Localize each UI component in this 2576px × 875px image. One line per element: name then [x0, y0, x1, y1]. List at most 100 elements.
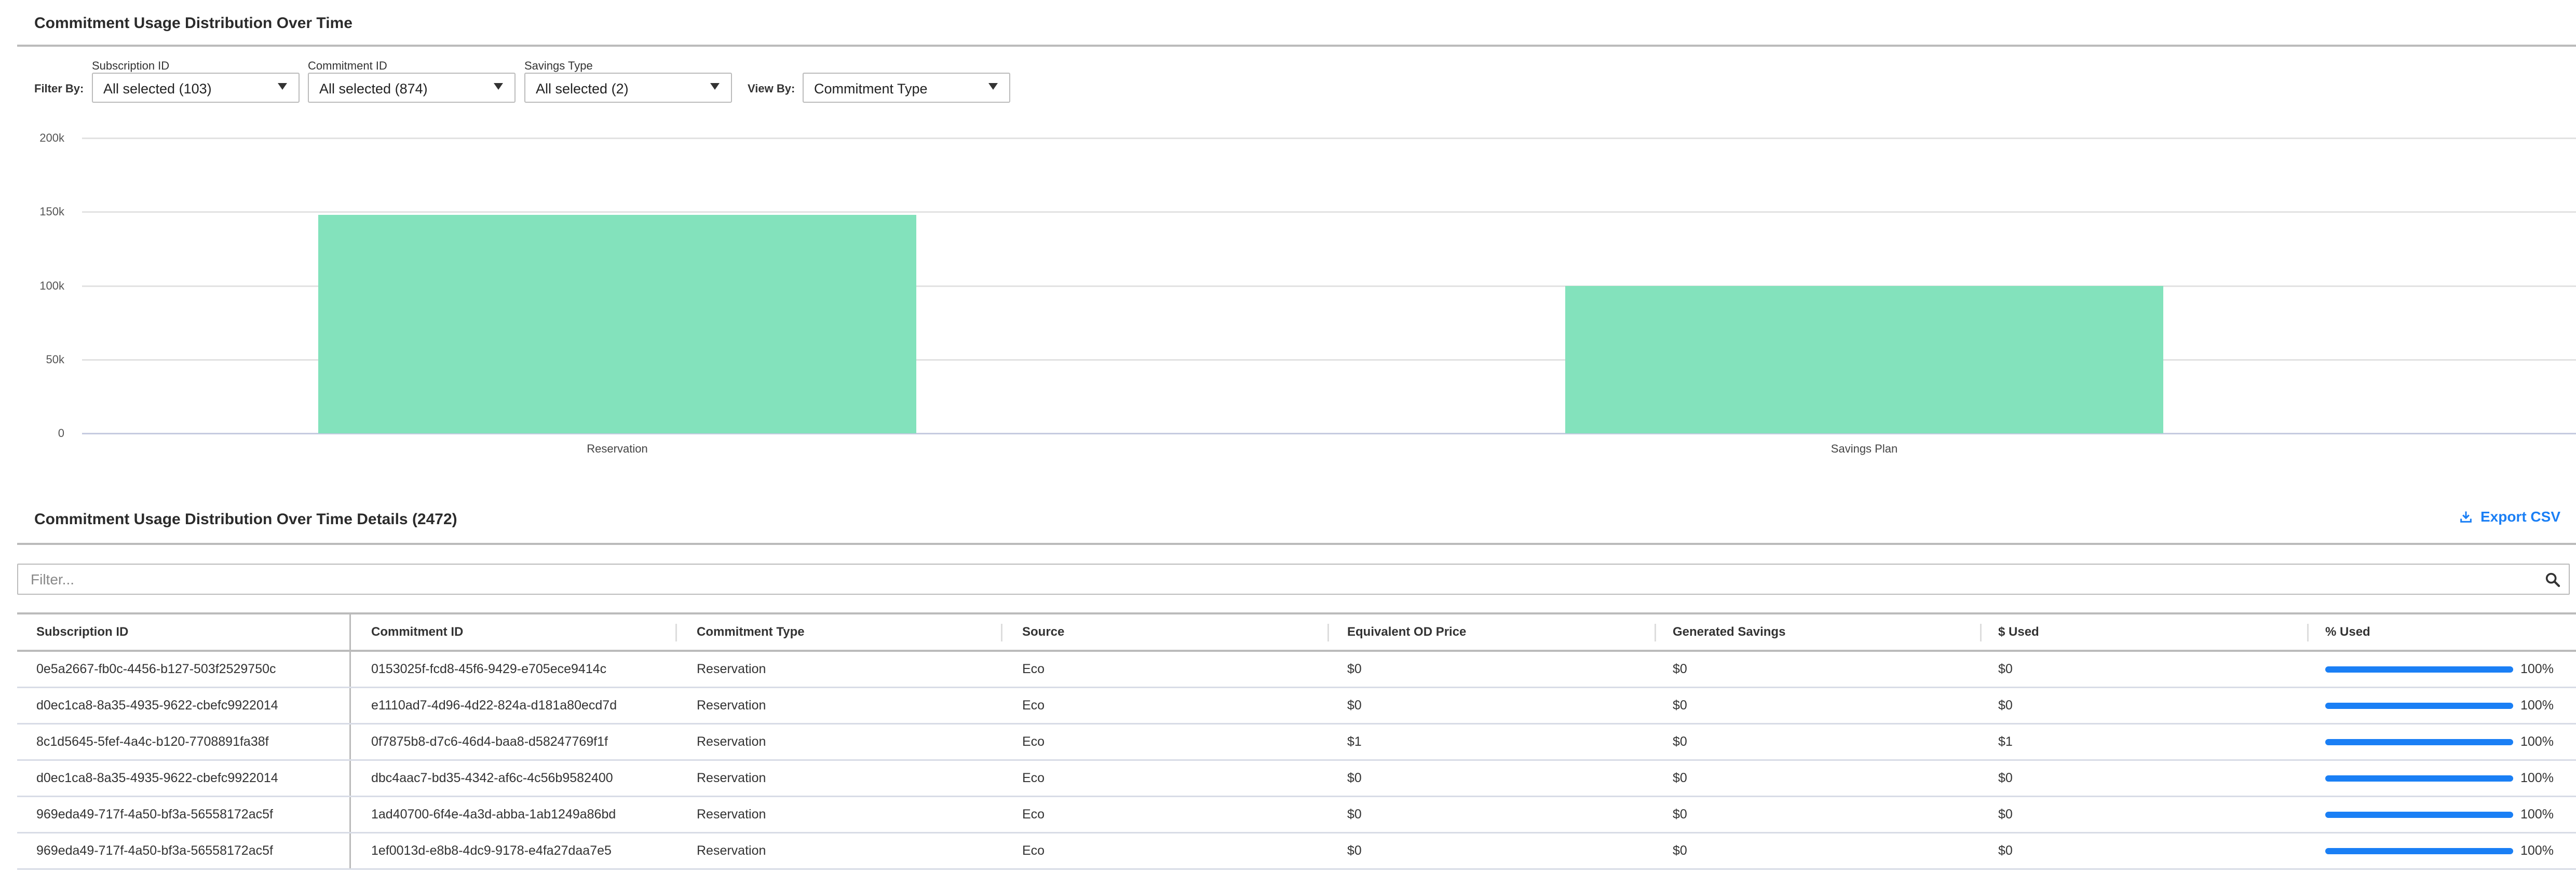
usage-progress-fill: [2325, 847, 2513, 854]
export-csv-button[interactable]: Export CSV: [2459, 509, 2560, 525]
y-tick-label: 50k: [46, 352, 64, 366]
caret-down-icon: [494, 83, 503, 90]
usage-progress-bar: [2325, 775, 2513, 782]
subscription-filter-dropdown[interactable]: All selected (103): [92, 73, 300, 103]
cell-savings: $0: [1673, 698, 1687, 713]
cell-commitment-id: 0f7875b8-d7c6-46d4-baa8-d58247769f1f: [371, 734, 608, 749]
cell-used: $0: [1998, 771, 2013, 785]
column-header[interactable]: Source: [1022, 625, 1065, 639]
table-filter-input[interactable]: [30, 571, 2327, 589]
usage-progress-bar: [2325, 811, 2513, 818]
gridline: [82, 285, 2576, 287]
cell-pct-used: 100%: [2325, 724, 2554, 759]
cell-used: $0: [1998, 698, 2013, 713]
cell-subscription-id: d0ec1ca8-8a35-4935-9622-cbefc9922014: [36, 698, 278, 713]
column-header[interactable]: % Used: [2325, 625, 2370, 639]
column-header[interactable]: Subscription ID: [36, 625, 129, 639]
cell-od-price: $0: [1347, 662, 1362, 676]
cell-od-price: $0: [1347, 771, 1362, 785]
cell-pct-used: 100%: [2325, 797, 2554, 832]
cell-commitment-id: e1110ad7-4d96-4d22-824a-d181a80ecd7d: [371, 698, 617, 713]
table-row[interactable]: 969eda49-717f-4a50-bf3a-56558172ac5f 1ef0…: [17, 833, 2576, 870]
savings-type-filter-label: Savings Type: [524, 59, 593, 72]
table-row[interactable]: 0e5a2667-fb0c-4456-b127-503f2529750c 0153…: [17, 652, 2576, 688]
divider: [17, 45, 2576, 47]
column-header[interactable]: $ Used: [1998, 625, 2039, 639]
cell-source: Eco: [1022, 807, 1045, 822]
cell-subscription-id: 0e5a2667-fb0c-4456-b127-503f2529750c: [36, 662, 276, 676]
cell-type: Reservation: [697, 807, 766, 822]
y-tick-label: 150k: [39, 205, 64, 218]
column-resize-handle[interactable]: [1980, 624, 1982, 641]
y-tick-label: 0: [58, 427, 64, 440]
gridline: [82, 433, 2576, 434]
commitment-filter-label: Commitment ID: [308, 59, 387, 72]
cell-pct-used: 100%: [2325, 761, 2554, 796]
cell-od-price: $0: [1347, 807, 1362, 822]
cell-commitment-id: 1ef0013d-e8b8-4dc9-9178-e4fa27daa7e5: [371, 843, 612, 858]
usage-progress-bar: [2325, 739, 2513, 745]
column-resize-handle[interactable]: [2307, 624, 2309, 641]
cell-used: $0: [1998, 662, 2013, 676]
cell-source: Eco: [1022, 771, 1045, 785]
filter-by-label: Filter By:: [34, 82, 84, 95]
cell-subscription-id: 969eda49-717f-4a50-bf3a-56558172ac5f: [36, 807, 273, 822]
bar-savings-plan[interactable]: [1565, 285, 2164, 433]
subscription-filter-label: Subscription ID: [92, 59, 170, 72]
view-by-dropdown[interactable]: Commitment Type: [803, 73, 1010, 103]
cell-savings: $0: [1673, 734, 1687, 749]
export-csv-label: Export CSV: [2480, 509, 2560, 525]
commitment-filter-dropdown[interactable]: All selected (874): [308, 73, 516, 103]
cell-pct-used: 100%: [2325, 688, 2554, 723]
cell-source: Eco: [1022, 734, 1045, 749]
pct-used-label: 100%: [2520, 807, 2554, 822]
column-resize-handle[interactable]: [1655, 624, 1656, 641]
table-row[interactable]: 969eda49-717f-4a50-bf3a-56558172ac5f 1ad4…: [17, 797, 2576, 833]
pct-used-label: 100%: [2520, 843, 2554, 858]
x-tick-label: Reservation: [587, 442, 648, 455]
cell-source: Eco: [1022, 843, 1045, 858]
search-icon[interactable]: [2544, 571, 2561, 589]
x-tick-label: Savings Plan: [1831, 442, 1898, 455]
table-row[interactable]: 8c1d5645-5fef-4a4c-b120-7708891fa38f 0f78…: [17, 724, 2576, 761]
cell-type: Reservation: [697, 771, 766, 785]
column-header[interactable]: Equivalent OD Price: [1347, 625, 1467, 639]
usage-progress-fill: [2325, 775, 2513, 782]
bar-reservation[interactable]: [318, 214, 917, 433]
cell-type: Reservation: [697, 734, 766, 749]
column-header[interactable]: Generated Savings: [1673, 625, 1786, 639]
column-resize-handle[interactable]: [1001, 624, 1002, 641]
table-row[interactable]: d0ec1ca8-8a35-4935-9622-cbefc9922014 dbc4…: [17, 761, 2576, 797]
column-header[interactable]: Commitment Type: [697, 625, 805, 639]
y-tick-label: 100k: [39, 279, 64, 292]
column-resize-handle[interactable]: [675, 624, 677, 641]
cell-pct-used: 100%: [2325, 833, 2554, 868]
y-tick-label: 200k: [39, 131, 64, 144]
pct-used-label: 100%: [2520, 662, 2554, 676]
view-by-label: View By:: [748, 82, 795, 95]
cell-type: Reservation: [697, 698, 766, 713]
gridline: [82, 359, 2576, 361]
cell-source: Eco: [1022, 698, 1045, 713]
pct-used-label: 100%: [2520, 734, 2554, 749]
subscription-filter-value: All selected (103): [103, 81, 212, 97]
table-filter-field[interactable]: [17, 564, 2570, 595]
column-resize-handle[interactable]: [1327, 624, 1329, 641]
cell-used: $0: [1998, 843, 2013, 858]
column-header[interactable]: Commitment ID: [371, 625, 464, 639]
usage-progress-bar: [2325, 847, 2513, 854]
cell-od-price: $0: [1347, 698, 1362, 713]
table-header: Subscription ID Commitment ID Commitment T…: [17, 612, 2576, 652]
gridline: [82, 211, 2576, 213]
divider: [17, 543, 2576, 545]
caret-down-icon: [710, 83, 720, 90]
usage-progress-fill: [2325, 666, 2513, 673]
table-row[interactable]: d0ec1ca8-8a35-4935-9622-cbefc9922014 e111…: [17, 688, 2576, 724]
savings-type-filter-dropdown[interactable]: All selected (2): [524, 73, 732, 103]
cell-subscription-id: 969eda49-717f-4a50-bf3a-56558172ac5f: [36, 843, 273, 858]
cell-type: Reservation: [697, 843, 766, 858]
pct-used-label: 100%: [2520, 698, 2554, 713]
cell-used: $0: [1998, 807, 2013, 822]
cell-commitment-id: 0153025f-fcd8-45f6-9429-e705ece9414c: [371, 662, 607, 676]
caret-down-icon: [988, 83, 998, 90]
